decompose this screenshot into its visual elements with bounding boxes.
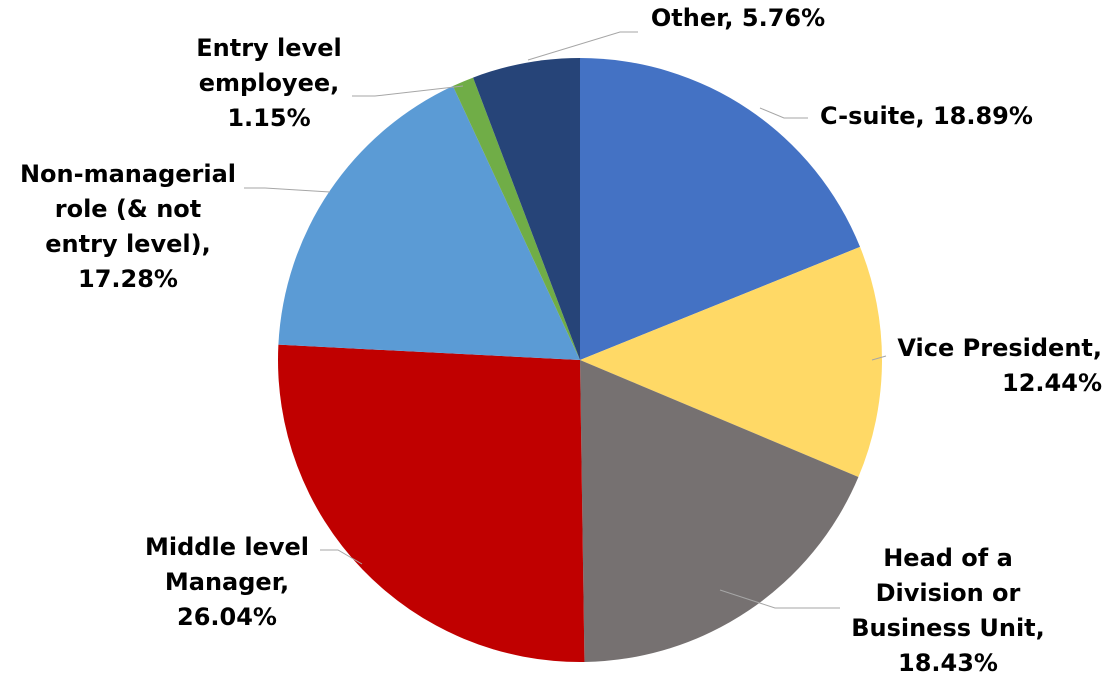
data-label-line: Middle level <box>145 533 309 561</box>
data-label-line: entry level), <box>45 230 210 258</box>
data-label-line: employee, <box>199 69 340 97</box>
data-label-line: 12.44% <box>1002 369 1102 397</box>
data-label-line: 1.15% <box>227 104 310 132</box>
data-label: Vice President, 12.44% <box>897 334 1102 397</box>
data-label-line: 17.28% <box>78 265 178 293</box>
data-label: Head of a Division or Business Unit, 18.43% <box>851 544 1045 677</box>
data-label: Non-managerial role (& not entry level), 17… <box>20 160 236 293</box>
pie-slice-middle-level-manager <box>278 344 585 663</box>
data-label: Entry level employee, 1.15% <box>196 34 341 132</box>
data-label-line: 18.43% <box>898 649 998 677</box>
data-label-line: 26.04% <box>177 603 277 631</box>
data-label-line: Business Unit, <box>851 614 1045 642</box>
data-label: Other, 5.76% <box>651 4 825 32</box>
leader-line <box>719 589 840 609</box>
data-label-line: C-suite, 18.89% <box>820 102 1033 130</box>
data-label-line: Non-managerial <box>20 160 236 188</box>
pie-slice-vice-president <box>580 246 882 478</box>
data-label-line: Head of a <box>883 544 1013 572</box>
data-label-line: Entry level <box>196 34 341 62</box>
data-label: C-suite, 18.89% <box>820 102 1033 130</box>
data-label-line: role (& not <box>55 195 201 223</box>
pie-slice-c-suite <box>580 58 861 360</box>
pie-slice-non-managerial-role-not-entry-level <box>278 86 580 361</box>
leader-line <box>759 107 808 119</box>
pie-slice-other <box>473 58 580 360</box>
data-label-line: Other, 5.76% <box>651 4 825 32</box>
data-label: Middle level Manager, 26.04% <box>145 533 309 631</box>
data-labels: C-suite, 18.89% Vice President, 12.44% Head… <box>20 4 1102 677</box>
leader-line <box>871 355 887 361</box>
leader-line <box>527 31 638 61</box>
leader-line <box>320 549 363 565</box>
data-label-line: Vice President, <box>897 334 1102 362</box>
data-label-line: Manager, <box>165 568 289 596</box>
pie-slice-head-of-a-division-or-business-unit <box>580 360 859 662</box>
pie-slices <box>278 58 882 663</box>
pie-slice-entry-level-employee <box>452 77 580 360</box>
leader-line <box>352 85 464 97</box>
leader-lines <box>244 31 887 609</box>
leader-line <box>244 187 331 193</box>
data-label-line: Division or <box>876 579 1021 607</box>
